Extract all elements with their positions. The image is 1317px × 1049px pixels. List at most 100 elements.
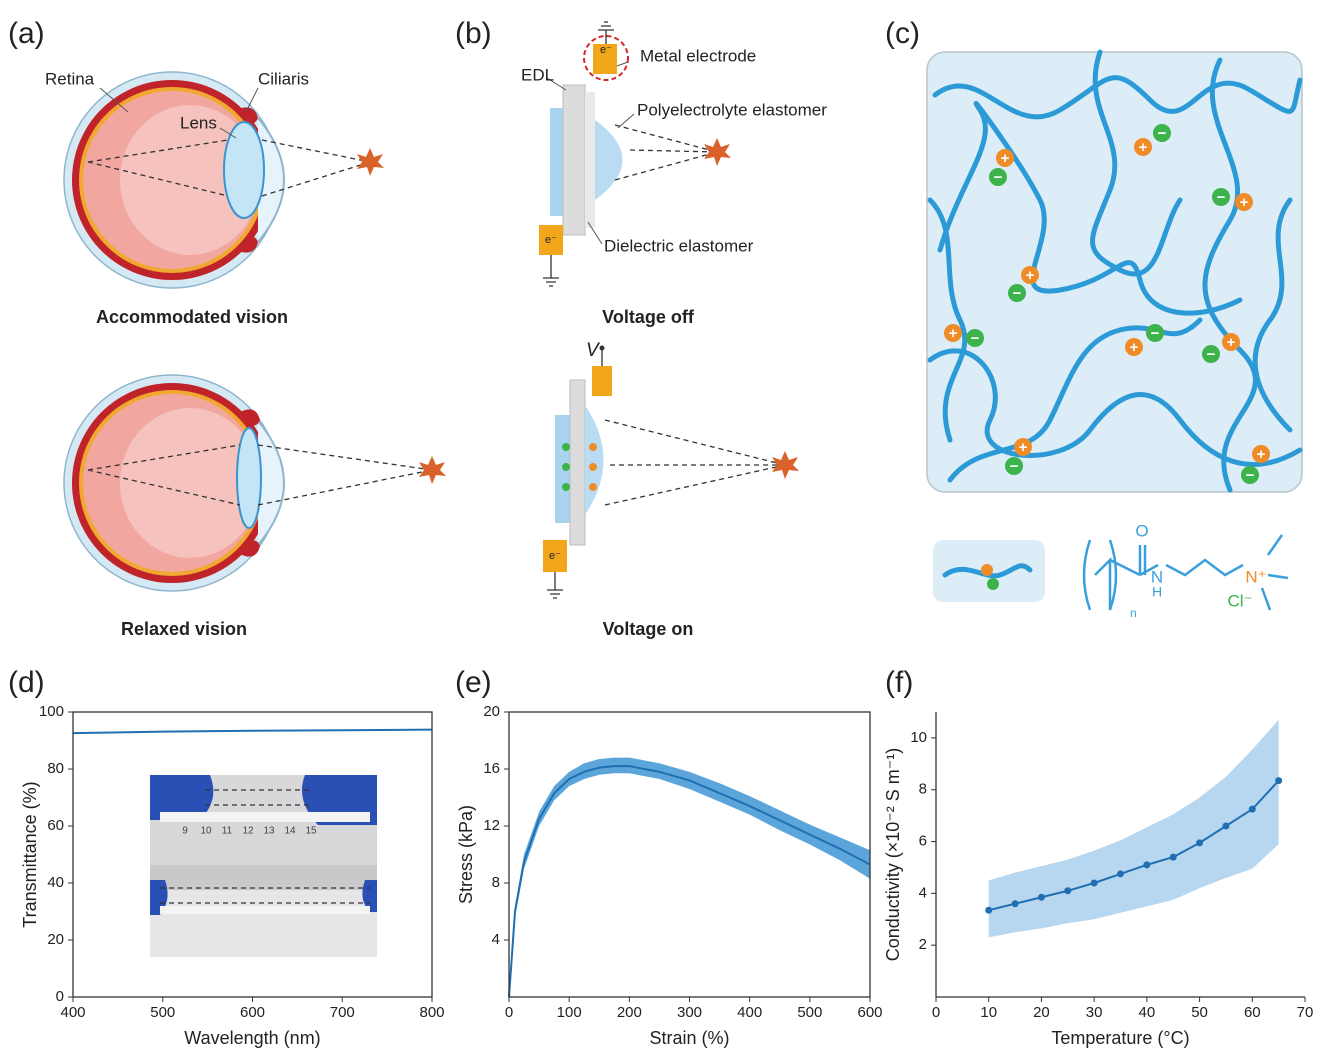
x-tick-label: 500 <box>797 1004 822 1021</box>
caption: Voltage on <box>603 619 694 639</box>
label-ciliaris: Ciliaris <box>258 69 309 88</box>
charge-sign: + <box>1019 439 1028 456</box>
monomer-inset: O N H n N⁺ Cl⁻ <box>933 521 1288 620</box>
data-point <box>1038 894 1045 901</box>
y-tick-label: 4 <box>492 931 500 948</box>
charge-sign: + <box>1257 446 1266 463</box>
charge-sign: − <box>1158 125 1167 142</box>
atom-label: O <box>1135 521 1148 540</box>
y-tick-label: 0 <box>56 988 64 1005</box>
y-tick-label: 60 <box>47 817 64 834</box>
charge-sign: + <box>949 325 958 342</box>
label-edl: EDL <box>521 65 554 84</box>
data-point <box>1012 900 1019 907</box>
caption: Voltage off <box>602 307 695 327</box>
label-lens: Lens <box>180 113 217 132</box>
label-polyelectrolyte: Polyelectrolyte elastomer <box>637 100 827 119</box>
caption: Accommodated vision <box>96 307 288 327</box>
y-tick-label: 2 <box>919 936 927 953</box>
repeat-label: n <box>1130 606 1137 620</box>
panel-c: (c) +−+−−++−+−+−+−+−+− O N H n N⁺ Cl⁻ <box>885 17 1302 620</box>
data-point <box>1196 839 1203 846</box>
charge-sign: + <box>1001 150 1010 167</box>
x-axis-label: Strain (%) <box>649 1028 729 1048</box>
data-point <box>1170 854 1177 861</box>
x-axis-label: Wavelength (nm) <box>184 1028 320 1048</box>
x-tick-label: 200 <box>617 1004 642 1021</box>
x-tick-label: 600 <box>857 1004 882 1021</box>
ruler-label: 10 <box>200 826 212 837</box>
charge-sign: − <box>1217 189 1226 206</box>
y-tick-label: 12 <box>483 817 500 834</box>
charge-sign: − <box>1013 285 1022 302</box>
x-tick-label: 700 <box>330 1004 355 1021</box>
data-point <box>1117 870 1124 877</box>
y-tick-label: 40 <box>47 874 64 891</box>
ruler-label: 13 <box>263 826 275 837</box>
electron-label: e⁻ <box>600 44 612 56</box>
y-tick-label: 4 <box>919 884 927 901</box>
y-axis-label: Stress (kPa) <box>456 805 476 904</box>
y-tick-label: 20 <box>47 931 64 948</box>
panel-label: (f) <box>885 666 913 699</box>
x-tick-label: 800 <box>419 1004 444 1021</box>
y-tick-label: 6 <box>919 833 927 850</box>
atom-label: N⁺ <box>1245 567 1266 586</box>
label-dielectric: Dielectric elastomer <box>604 236 754 255</box>
ruler-label: 9 <box>182 826 188 837</box>
label-metal-electrode: Metal electrode <box>640 46 756 65</box>
x-tick-label: 10 <box>980 1004 997 1021</box>
atom-label: H <box>1152 584 1162 600</box>
ruler-label: 11 <box>222 826 233 837</box>
electron-label: e⁻ <box>549 550 561 562</box>
x-tick-label: 400 <box>60 1004 85 1021</box>
data-point <box>1143 861 1150 868</box>
x-tick-label: 40 <box>1139 1004 1156 1021</box>
panel-b: (b) e⁻ e⁻ Metal electrode EDL Polyelectr… <box>455 17 827 639</box>
data-point <box>1275 777 1282 784</box>
x-axis-label: Temperature (°C) <box>1051 1028 1189 1048</box>
panel-label: (a) <box>8 17 45 50</box>
y-tick-label: 80 <box>47 760 64 777</box>
eye-relaxed <box>64 375 446 591</box>
panel-a: (a) Retina Ciliaris Lens Accommodated vi… <box>8 17 446 639</box>
label-voltage: V <box>586 340 601 361</box>
error-band <box>989 720 1279 938</box>
charge-sign: − <box>971 330 980 347</box>
data-point <box>1091 880 1098 887</box>
x-tick-label: 70 <box>1297 1004 1314 1021</box>
data-point <box>1222 823 1229 830</box>
eye-accommodated: Retina Ciliaris Lens <box>45 69 384 288</box>
ruler-label: 14 <box>284 826 296 837</box>
y-tick-label: 8 <box>492 874 500 891</box>
x-tick-label: 0 <box>932 1004 940 1021</box>
data-point <box>1064 887 1071 894</box>
ruler-label: 15 <box>305 826 317 837</box>
error-band <box>509 758 870 997</box>
plot-frame <box>509 712 870 997</box>
caption: Relaxed vision <box>121 619 247 639</box>
ruler-label: 12 <box>242 826 254 837</box>
lens-voltage-off: e⁻ e⁻ Metal electrode EDL Polyelectrolyt… <box>521 22 827 286</box>
atom-label: Cl⁻ <box>1227 591 1252 610</box>
data-point <box>1249 806 1256 813</box>
x-tick-label: 0 <box>505 1004 513 1021</box>
charge-sign: − <box>994 169 1003 186</box>
panel-label: (e) <box>455 666 492 699</box>
charge-sign: + <box>1227 334 1236 351</box>
electron-label: e⁻ <box>545 234 557 246</box>
y-tick-label: 10 <box>910 729 927 746</box>
charge-sign: + <box>1240 194 1249 211</box>
x-tick-label: 500 <box>150 1004 175 1021</box>
y-axis-label: Transmittance (%) <box>20 781 40 927</box>
charge-sign: + <box>1026 267 1035 284</box>
x-tick-label: 50 <box>1191 1004 1208 1021</box>
lens-voltage-on: V e⁻ <box>543 340 799 598</box>
charge-sign: − <box>1010 458 1019 475</box>
y-tick-label: 20 <box>483 703 500 720</box>
charge-sign: + <box>1130 339 1139 356</box>
label-retina: Retina <box>45 69 95 88</box>
charge-sign: − <box>1246 467 1255 484</box>
y-axis-label: Conductivity (×10⁻² S m⁻¹) <box>883 748 903 962</box>
panel-label: (b) <box>455 17 492 50</box>
